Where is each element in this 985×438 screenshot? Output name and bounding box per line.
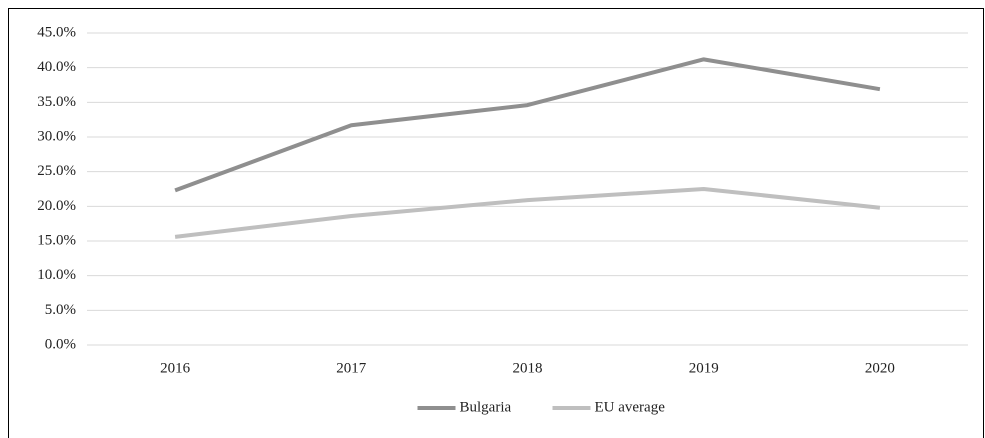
- y-tick-label: 20.0%: [37, 198, 76, 214]
- series-line: [174, 187, 881, 239]
- y-tick-label: 0.0%: [45, 336, 76, 352]
- legend-label: Bulgaria: [460, 399, 512, 415]
- y-tick-label: 40.0%: [37, 59, 76, 75]
- y-tick-label: 15.0%: [37, 232, 76, 248]
- x-tick-label: 2020: [865, 360, 895, 376]
- y-tick-label: 35.0%: [37, 94, 76, 110]
- x-tick-label: 2019: [689, 360, 719, 376]
- series-line: [174, 57, 881, 193]
- y-tick-label: 45.0%: [37, 24, 76, 40]
- legend-label: EU average: [595, 399, 666, 415]
- x-tick-label: 2018: [513, 360, 543, 376]
- y-tick-label: 30.0%: [37, 128, 76, 144]
- y-tick-label: 10.0%: [37, 267, 76, 283]
- y-tick-label: 25.0%: [37, 163, 76, 179]
- chart-frame: [8, 8, 984, 438]
- x-tick-label: 2016: [160, 360, 191, 376]
- y-tick-label: 5.0%: [45, 302, 76, 318]
- x-tick-label: 2017: [336, 360, 367, 376]
